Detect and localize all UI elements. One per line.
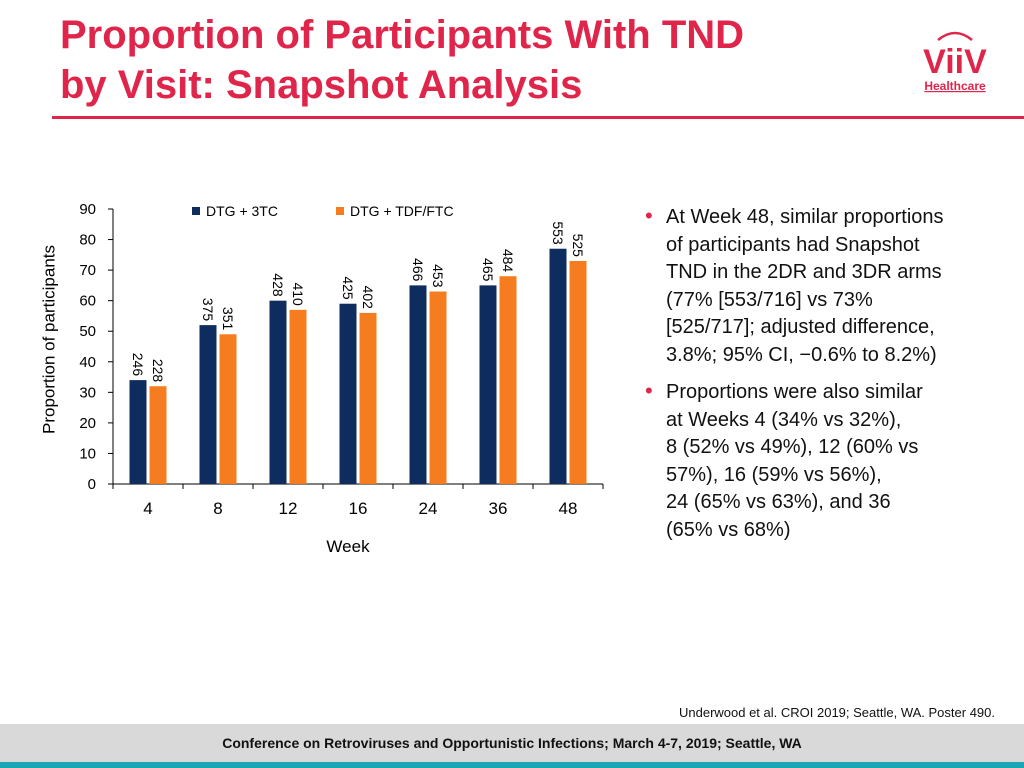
legend-label: DTG + TDF/FTC bbox=[350, 203, 454, 219]
bar-data-label: 525 bbox=[570, 234, 586, 258]
bar-dtg-tdf-ftc bbox=[499, 276, 517, 484]
footer-accent-line bbox=[0, 762, 1024, 768]
bar-data-label: 351 bbox=[220, 307, 236, 331]
title-divider bbox=[52, 116, 1024, 119]
bullet-dot-icon: • bbox=[645, 203, 653, 228]
bar-dtg-3tc bbox=[269, 300, 287, 484]
x-tick-label: 8 bbox=[213, 499, 222, 518]
bar-data-label: 246 bbox=[130, 353, 146, 377]
bullet-line: of participants had Snapshot bbox=[666, 233, 920, 256]
x-tick-label: 36 bbox=[489, 499, 508, 518]
logo-name: ViiV bbox=[923, 43, 987, 81]
bullet-line: (65% vs 68%) bbox=[666, 518, 791, 541]
bullet-line: Proportions were also similar bbox=[666, 381, 923, 403]
bar-data-label: 553 bbox=[550, 221, 566, 245]
slide-title: Proportion of Participants With TND by V… bbox=[60, 10, 860, 110]
bullet-line: 57%), 16 (59% vs 56%), bbox=[666, 463, 882, 486]
bar-data-label: 410 bbox=[290, 282, 306, 306]
bullet-line: TND in the 2DR and 3DR arms bbox=[666, 261, 942, 283]
bar-data-label: 466 bbox=[410, 258, 426, 282]
bullet-dot-icon: • bbox=[645, 378, 653, 403]
bar-dtg-3tc bbox=[199, 325, 217, 484]
bullet-line: at Weeks 4 (34% vs 32%), bbox=[666, 408, 902, 431]
bar-data-label: 465 bbox=[480, 258, 496, 282]
bar-dtg-3tc bbox=[409, 285, 427, 484]
title-line-1: Proportion of Participants With TND bbox=[60, 13, 745, 57]
x-tick-label: 12 bbox=[279, 499, 298, 518]
x-tick-label: 24 bbox=[419, 499, 438, 518]
bar-dtg-tdf-ftc bbox=[219, 334, 237, 484]
bullet-line: 8 (52% vs 49%), 12 (60% vs bbox=[666, 436, 919, 458]
bar-dtg-tdf-ftc bbox=[569, 260, 587, 484]
bar-data-label: 425 bbox=[340, 276, 356, 300]
bar-data-label: 375 bbox=[200, 298, 216, 322]
y-axis-title: Proportion of participants bbox=[40, 245, 59, 434]
bullet-line: (77% [553/716] vs 73% bbox=[666, 288, 873, 311]
y-tick-label: 70 bbox=[79, 262, 96, 279]
bullet-list: • At Week 48, similar proportions of par… bbox=[645, 203, 1005, 554]
bar-data-label: 484 bbox=[500, 249, 516, 273]
logo-arc bbox=[937, 31, 973, 41]
legend-label: DTG + 3TC bbox=[206, 203, 278, 219]
x-axis-title: Week bbox=[326, 537, 370, 556]
bar-dtg-3tc bbox=[479, 285, 497, 484]
y-tick-label: 30 bbox=[79, 384, 96, 401]
bar-data-label: 402 bbox=[360, 286, 376, 310]
bullet-line: 3.8%; 95% CI, −0.6% to 8.2%) bbox=[666, 343, 937, 366]
bar-dtg-3tc bbox=[339, 303, 357, 484]
title-line-2: by Visit: Snapshot Analysis bbox=[60, 63, 583, 107]
bullet-line: [525/717]; adjusted difference, bbox=[666, 316, 935, 338]
y-tick-label: 90 bbox=[79, 201, 96, 218]
x-tick-label: 4 bbox=[143, 499, 152, 518]
bar-dtg-tdf-ftc bbox=[359, 312, 377, 484]
x-tick-label: 16 bbox=[349, 499, 368, 518]
bar-data-label: 228 bbox=[150, 359, 166, 383]
citation: Underwood et al. CROI 2019; Seattle, WA.… bbox=[678, 705, 995, 720]
legend-swatch bbox=[192, 207, 200, 215]
bullet-item: • Proportions were also similar at Weeks… bbox=[645, 378, 1005, 544]
bar-dtg-tdf-ftc bbox=[289, 309, 307, 484]
viiv-logo: ViiV Healthcare bbox=[923, 31, 987, 93]
bullet-line: 24 (65% vs 63%), and 36 bbox=[666, 491, 891, 513]
bar-dtg-tdf-ftc bbox=[149, 386, 167, 484]
legend-swatch bbox=[336, 207, 344, 215]
bullet-item: • At Week 48, similar proportions of par… bbox=[645, 203, 1005, 369]
bar-data-label: 428 bbox=[270, 273, 286, 297]
bullet-line: At Week 48, similar proportions bbox=[666, 206, 944, 228]
y-tick-label: 50 bbox=[79, 323, 96, 340]
y-tick-label: 60 bbox=[79, 293, 96, 310]
footer-text: Conference on Retroviruses and Opportuni… bbox=[222, 735, 802, 751]
bar-data-label: 453 bbox=[430, 264, 446, 288]
bar-chart: 0 10 20 30 40 50 60 70 80 90 4 246 228 8 375 351 12 428 41… bbox=[40, 201, 604, 556]
y-tick-label: 20 bbox=[79, 415, 96, 432]
logo-sub: Healthcare bbox=[924, 79, 986, 93]
footer-bar: Conference on Retroviruses and Opportuni… bbox=[0, 724, 1024, 762]
y-tick-label: 0 bbox=[88, 476, 96, 493]
bar-dtg-3tc bbox=[129, 380, 147, 484]
x-tick-label: 48 bbox=[559, 499, 578, 518]
y-tick-label: 10 bbox=[79, 445, 96, 462]
bar-dtg-tdf-ftc bbox=[429, 291, 447, 484]
bar-dtg-3tc bbox=[549, 248, 567, 484]
y-tick-label: 40 bbox=[79, 354, 96, 371]
y-tick-label: 80 bbox=[79, 232, 96, 249]
